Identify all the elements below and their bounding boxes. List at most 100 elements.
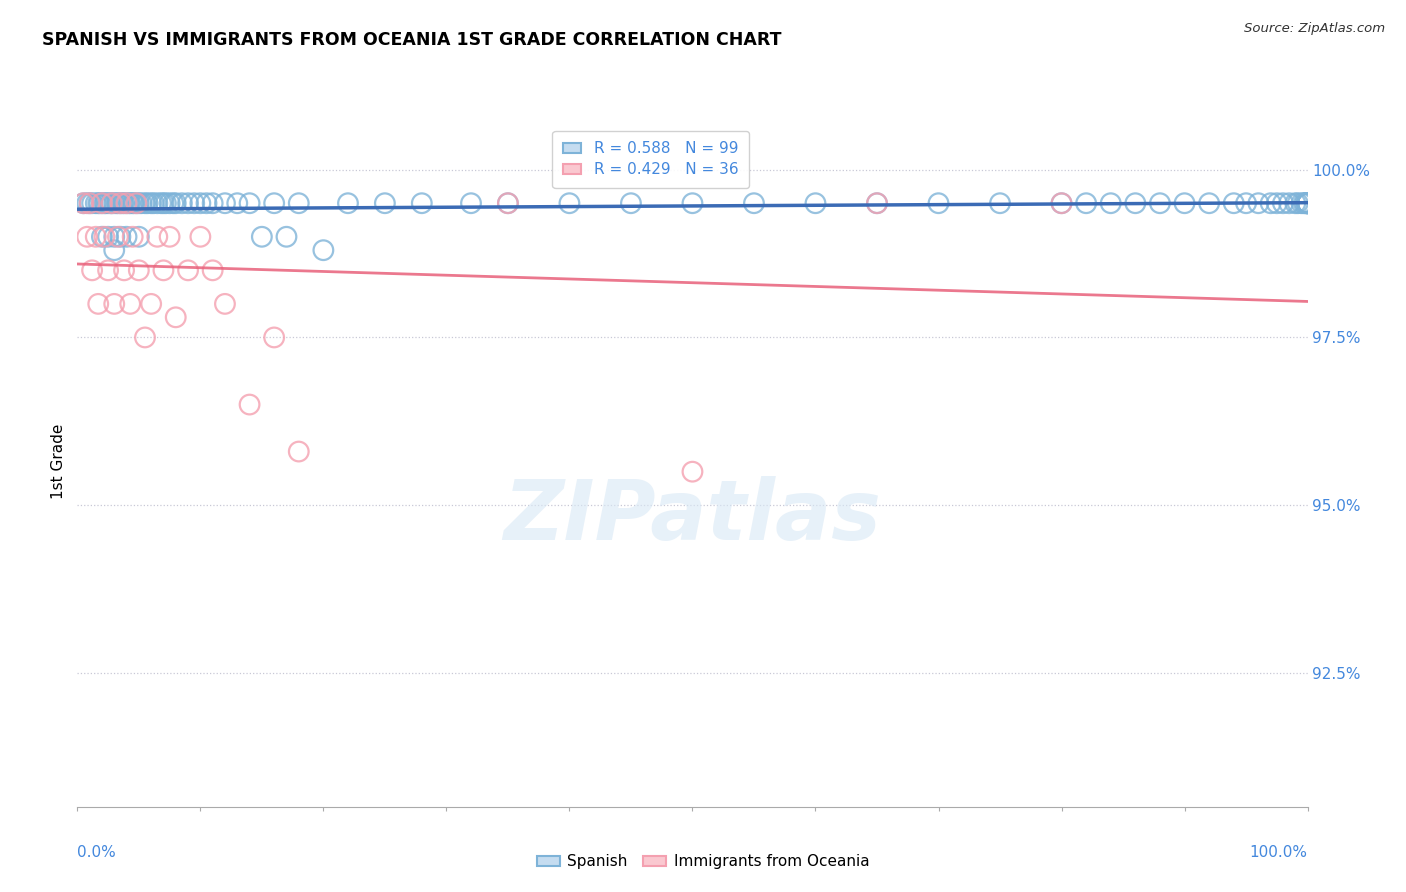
Point — [90, 196, 114, 211]
Point — [120, 297, 142, 311]
Point — [72, 196, 94, 211]
Point — [125, 196, 148, 211]
Point — [90, 196, 114, 211]
Point — [146, 229, 169, 244]
Point — [250, 229, 273, 244]
Point — [97, 263, 120, 277]
Point — [90, 229, 114, 244]
Point — [312, 243, 335, 257]
Point — [79, 196, 101, 211]
Legend: R = 0.588   N = 99, R = 0.429   N = 36: R = 0.588 N = 99, R = 0.429 N = 36 — [553, 130, 749, 188]
Point — [190, 196, 212, 211]
Point — [214, 297, 236, 311]
Point — [155, 196, 177, 211]
Point — [165, 196, 187, 211]
Point — [1174, 196, 1197, 211]
Point — [239, 196, 262, 211]
Point — [239, 398, 262, 412]
Point — [97, 196, 120, 211]
Point — [110, 229, 132, 244]
Point — [103, 297, 125, 311]
Point — [496, 196, 519, 211]
Point — [107, 196, 129, 211]
Point — [558, 196, 581, 211]
Point — [146, 196, 169, 211]
Point — [112, 263, 135, 277]
Point — [263, 196, 285, 211]
Point — [72, 196, 94, 211]
Point — [201, 196, 224, 211]
Point — [141, 297, 163, 311]
Point — [159, 196, 181, 211]
Point — [1265, 196, 1288, 211]
Point — [682, 465, 704, 479]
Point — [128, 229, 150, 244]
Point — [1286, 196, 1309, 211]
Point — [988, 196, 1011, 211]
Point — [82, 263, 104, 277]
Point — [152, 196, 174, 211]
Point — [214, 196, 236, 211]
Point — [288, 444, 311, 458]
Point — [134, 330, 156, 344]
Point — [1278, 196, 1301, 211]
Point — [134, 196, 156, 211]
Point — [276, 229, 298, 244]
Point — [1149, 196, 1171, 211]
Point — [1260, 196, 1282, 211]
Point — [111, 196, 134, 211]
Point — [115, 196, 138, 211]
Point — [1076, 196, 1098, 211]
Point — [620, 196, 643, 211]
Point — [142, 196, 165, 211]
Point — [79, 196, 101, 211]
Point — [1296, 196, 1319, 211]
Point — [1291, 196, 1313, 211]
Point — [87, 297, 110, 311]
Point — [1296, 196, 1319, 211]
Point — [84, 196, 107, 211]
Point — [1050, 196, 1073, 211]
Point — [177, 196, 200, 211]
Point — [150, 196, 173, 211]
Point — [82, 196, 104, 211]
Point — [125, 196, 148, 211]
Point — [1284, 196, 1306, 211]
Point — [866, 196, 889, 211]
Text: ZIPatlas: ZIPatlas — [503, 476, 882, 558]
Point — [107, 229, 129, 244]
Point — [1198, 196, 1220, 211]
Point — [162, 196, 184, 211]
Point — [121, 229, 143, 244]
Text: SPANISH VS IMMIGRANTS FROM OCEANIA 1ST GRADE CORRELATION CHART: SPANISH VS IMMIGRANTS FROM OCEANIA 1ST G… — [42, 31, 782, 49]
Point — [742, 196, 765, 211]
Text: 0.0%: 0.0% — [77, 846, 117, 860]
Point — [100, 196, 122, 211]
Text: 100.0%: 100.0% — [1250, 846, 1308, 860]
Point — [94, 196, 117, 211]
Point — [101, 196, 124, 211]
Point — [1294, 196, 1316, 211]
Point — [1296, 196, 1319, 211]
Point — [1296, 196, 1319, 211]
Point — [93, 229, 115, 244]
Point — [159, 229, 181, 244]
Point — [136, 196, 159, 211]
Point — [93, 196, 115, 211]
Text: Source: ZipAtlas.com: Source: ZipAtlas.com — [1244, 22, 1385, 36]
Point — [190, 229, 212, 244]
Point — [115, 196, 138, 211]
Point — [152, 263, 174, 277]
Point — [110, 196, 132, 211]
Point — [1296, 196, 1319, 211]
Point — [118, 196, 141, 211]
Point — [804, 196, 827, 211]
Point — [131, 196, 153, 211]
Point — [103, 229, 125, 244]
Point — [288, 196, 311, 211]
Point — [201, 263, 224, 277]
Point — [1223, 196, 1246, 211]
Point — [103, 196, 125, 211]
Point — [128, 263, 150, 277]
Point — [226, 196, 249, 211]
